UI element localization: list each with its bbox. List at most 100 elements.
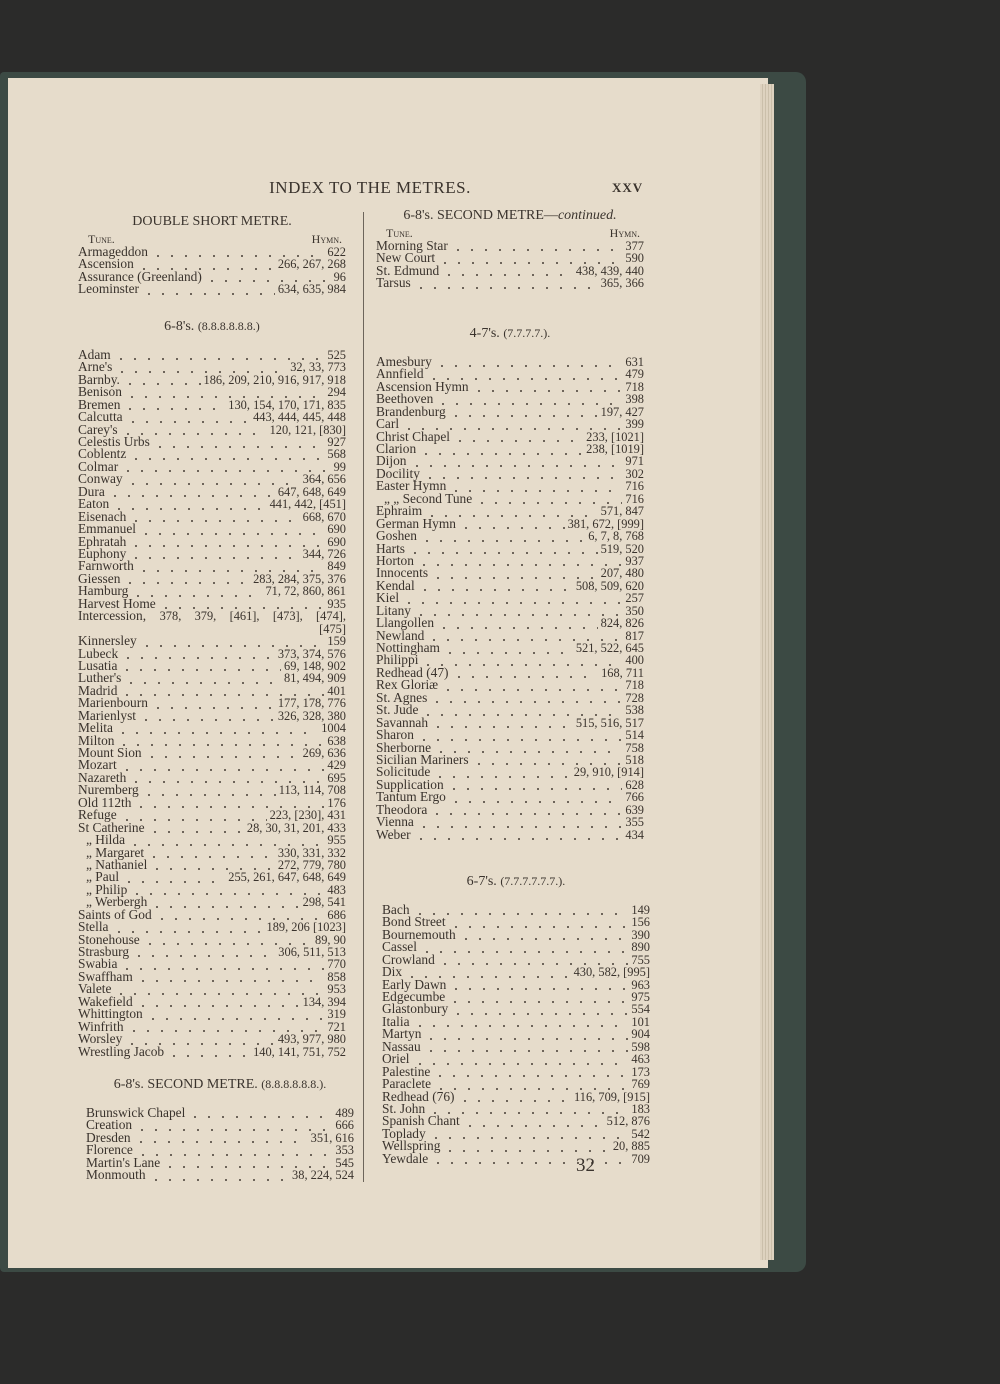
dot-leader	[139, 712, 275, 723]
hymn-numbers: 668, 670	[302, 509, 346, 524]
tune-name: „ Margaret	[86, 844, 145, 860]
index-entry: Wellspring 20, 885	[382, 1138, 650, 1154]
hymn-numbers: 515, 516, 517	[575, 715, 644, 730]
index-entry: Harts 519, 520	[376, 541, 644, 555]
index-entry: Barnby. 186, 209, 210, 916, 917, 918	[78, 372, 346, 387]
hymn-numbers: 647, 648, 649	[277, 484, 346, 499]
index-section: 6-8's. (8.8.8.8.8.8.) Adam 525 Arne's 32, 33…	[78, 319, 346, 1058]
hymn-numbers: 29, 910, [914]	[573, 765, 644, 780]
tune-name: Coblentz	[78, 446, 127, 462]
tune-name: Carey's	[78, 421, 118, 437]
hymn-numbers: 38, 224, 524	[292, 1168, 354, 1183]
tune-name: Martyn	[382, 1026, 422, 1042]
tune-name: „ Paul	[86, 869, 120, 885]
dot-leader	[437, 956, 629, 967]
index-entry: Assurance (Greenland) 96	[78, 269, 346, 283]
dot-leader	[458, 931, 629, 942]
tune-name: Savannah	[376, 714, 429, 730]
tune-name: Old 112th	[78, 794, 132, 810]
index-entry: Ascension Hymn 718	[376, 379, 644, 394]
dot-leader	[142, 936, 313, 947]
tune-name: Benison	[78, 384, 122, 400]
dot-leader	[133, 1134, 308, 1145]
tune-name: St. John	[382, 1100, 426, 1116]
dot-leader	[117, 737, 325, 748]
index-entry: Colmar 99	[78, 459, 346, 473]
index-entry: Swabia 770	[78, 957, 346, 971]
dot-leader	[145, 1010, 325, 1021]
page-edges	[760, 84, 774, 1260]
hymn-numbers: 283, 284, 375, 376	[253, 571, 346, 586]
index-entry: Farnworth 849	[78, 559, 346, 574]
index-entry: Llangollen 824, 826	[376, 616, 644, 631]
dot-leader	[413, 607, 623, 618]
hymn-numbers: 326, 328, 380	[277, 708, 346, 723]
index-entry: Paraclete 769	[382, 1076, 650, 1092]
index-entry: Savannah 515, 516, 517	[376, 714, 644, 730]
index-entry: Conway 364, 656	[78, 472, 346, 486]
hymn-numbers: 350	[625, 603, 644, 618]
hymn-numbers: 381, 672, [999]	[567, 516, 644, 531]
index-entry: Kiel 257	[376, 591, 644, 605]
hymn-numbers: 638	[327, 733, 346, 748]
hymn-numbers: 718	[625, 379, 644, 394]
tune-name: St. Edmund	[376, 262, 440, 278]
tune-name: Paraclete	[382, 1076, 432, 1092]
hymn-numbers: 849	[327, 559, 346, 574]
tune-name: Palestine	[382, 1063, 431, 1079]
tune-header: Tune.	[88, 232, 115, 246]
index-entry: Bach 149	[382, 903, 650, 917]
index-entry: Wrestling Jacob 140, 141, 751, 752	[78, 1044, 346, 1058]
index-entry: Refuge 223, [230], 431	[78, 808, 346, 822]
dot-leader	[150, 248, 325, 259]
hymn-numbers: 20, 885	[612, 1139, 650, 1154]
index-entry: Tantum Ergo 766	[376, 790, 644, 804]
tune-name: Solicitude	[376, 764, 431, 780]
tune-name: Luther's	[78, 670, 122, 686]
hymn-numbers: 255, 261, 647, 648, 649	[228, 870, 346, 885]
hymn-numbers: 441, 442, [451]	[269, 497, 346, 512]
section-title: 4-7's. (7.7.7.7.).	[376, 326, 644, 344]
dot-leader	[158, 600, 325, 611]
tune-name: Supplication	[376, 776, 444, 792]
hymn-numbers: 628	[625, 777, 644, 792]
dot-leader	[131, 587, 263, 598]
tune-name: Swaffham	[78, 968, 133, 984]
tune-name: Marienlyst	[78, 707, 137, 723]
dot-leader	[122, 376, 201, 387]
hymn-numbers: 207, 480	[600, 566, 644, 581]
index-entry: Spanish Chant 512, 876	[382, 1114, 650, 1128]
hymn-numbers: 824, 826	[600, 616, 644, 631]
dot-leader	[417, 582, 573, 593]
hymn-numbers: 183	[631, 1101, 650, 1116]
dot-leader	[152, 438, 325, 449]
hymn-numbers: 686	[327, 907, 346, 922]
dot-leader	[434, 358, 623, 369]
tune-name: Milton	[78, 732, 115, 748]
dot-leader	[423, 1043, 629, 1054]
index-entry: Saints of God 686	[78, 907, 346, 922]
dot-leader	[150, 699, 275, 710]
tune-name: Sharon	[376, 727, 414, 743]
index-entry: Vienna 355	[376, 815, 644, 829]
dot-leader	[147, 848, 275, 859]
index-entry: Horton 937	[376, 554, 644, 568]
tune-name: Wellspring	[382, 1138, 441, 1154]
tune-name: Nottingham	[376, 640, 440, 656]
dot-leader	[431, 719, 573, 730]
section-heading: 6-8's. SECOND METRE.	[113, 1077, 258, 1092]
dot-leader	[120, 687, 325, 698]
index-entry: Edgecumbe 975	[382, 990, 650, 1004]
tune-name: Bournemouth	[382, 926, 456, 942]
metre-pattern: (7.7.7.7.7.7.).	[500, 874, 566, 888]
dot-leader	[150, 861, 275, 872]
tune-name: Christ Chapel	[376, 428, 451, 444]
tune-name: German Hymn	[376, 515, 456, 531]
hymn-numbers: 890	[631, 940, 650, 955]
tune-name: St. Agnes	[376, 689, 428, 705]
dot-leader	[413, 831, 623, 842]
dot-leader	[125, 475, 300, 486]
section-title: DOUBLE SHORT METRE.	[78, 214, 346, 232]
index-entry: „ Werbergh 298, 541	[78, 895, 346, 909]
tune-name: Goshen	[376, 528, 417, 544]
